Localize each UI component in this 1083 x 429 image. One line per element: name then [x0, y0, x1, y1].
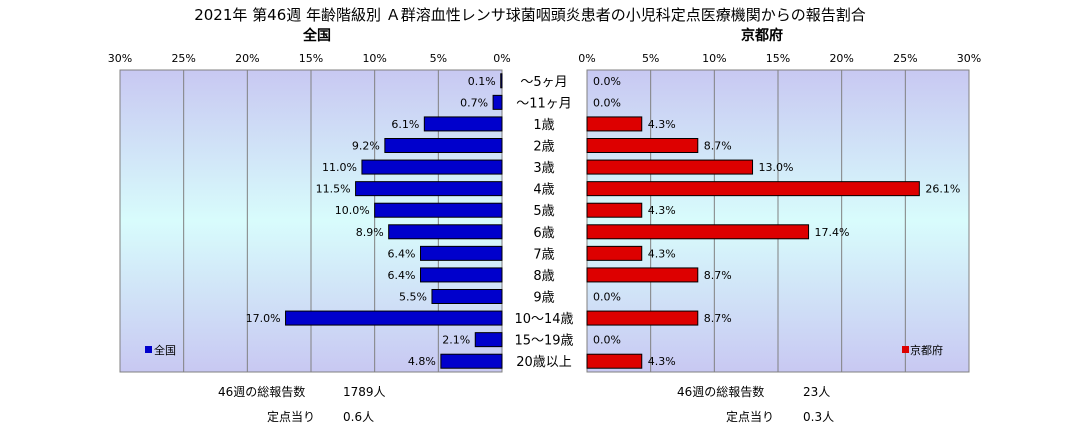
left-bar-data-label: 0.1%: [468, 75, 496, 88]
category-label: 5歳: [533, 204, 554, 219]
category-label: 6歳: [533, 226, 554, 241]
category-label: 〜5ヶ月: [520, 75, 567, 90]
left-x-tick-label: 5%: [430, 52, 447, 65]
left-bar-data-label: 10.0%: [335, 204, 370, 217]
right-bar-data-label: 4.3%: [648, 204, 676, 217]
category-label: 9歳: [533, 291, 554, 306]
right-bar-data-label: 8.7%: [704, 312, 732, 325]
left-bar-data-label: 0.7%: [460, 96, 488, 109]
right-bar: [586, 138, 699, 153]
chart-title: 2021年 第46週 年齢階級別 Ａ群溶血性レンサ球菌咽頭炎患者の小児科定点医療…: [194, 6, 866, 24]
left-bar: [431, 289, 503, 304]
right-bar-data-label: 0.0%: [593, 334, 621, 347]
right-bar-data-label: 8.7%: [704, 269, 732, 282]
right-bar-data-label: 0.0%: [593, 75, 621, 88]
category-label: 〜11ヶ月: [516, 96, 572, 111]
left-bar: [492, 94, 503, 110]
right-bar-data-label: 17.4%: [815, 226, 850, 239]
right-bar-data-label: 4.3%: [648, 118, 676, 131]
national-total-label: 46週の総報告数: [218, 385, 306, 399]
right-bar: [586, 159, 754, 175]
left-bar-data-label: 6.4%: [388, 247, 416, 260]
right-panel-title: 京都府: [741, 27, 783, 44]
left-bar: [285, 310, 503, 326]
category-label: 20歳以上: [516, 355, 572, 370]
right-legend-label: 京都府: [910, 343, 943, 357]
left-bar-data-label: 8.9%: [356, 226, 384, 239]
left-bar-data-label: 2.1%: [442, 334, 470, 347]
category-label: 3歳: [533, 161, 554, 176]
left-bar: [420, 245, 503, 261]
left-x-tick-label: 15%: [299, 52, 323, 65]
left-bar: [420, 267, 503, 283]
category-label: 2歳: [533, 140, 554, 155]
right-bar-data-label: 8.7%: [704, 140, 732, 153]
right-bar: [586, 224, 810, 240]
right-bar: [586, 267, 699, 283]
left-bar: [474, 332, 503, 348]
left-legend-swatch: [145, 346, 152, 353]
right-bar: [586, 116, 643, 132]
right-x-tick-label: 25%: [893, 52, 917, 65]
category-label: 10〜14歳: [514, 312, 573, 327]
category-label: 1歳: [533, 118, 554, 133]
left-bar-data-label: 6.1%: [391, 118, 419, 131]
right-x-tick-label: 30%: [957, 52, 981, 65]
category-label: 15〜19歳: [514, 334, 573, 349]
right-x-tick-label: 15%: [766, 52, 790, 65]
left-x-tick-label: 20%: [235, 52, 259, 65]
category-label: 4歳: [533, 183, 554, 198]
left-bar: [374, 202, 503, 218]
category-label: 8歳: [533, 269, 554, 284]
right-bar: [586, 202, 643, 218]
left-bar: [384, 138, 503, 153]
left-x-tick-label: 0%: [493, 52, 510, 65]
kyoto-total-label: 46週の総報告数: [677, 385, 765, 399]
right-x-tick-label: 0%: [578, 52, 595, 65]
left-bar-data-label: 6.4%: [388, 269, 416, 282]
kyoto-total-value: 23人: [803, 385, 831, 399]
left-bar-data-label: 11.5%: [316, 183, 351, 196]
right-bar: [586, 181, 920, 197]
left-bar-data-label: 4.8%: [408, 355, 436, 368]
category-label: 7歳: [533, 247, 554, 262]
left-bar: [388, 224, 503, 240]
right-bar-data-label: 0.0%: [593, 96, 621, 109]
right-x-tick-label: 10%: [702, 52, 726, 65]
right-bar: [586, 353, 643, 369]
left-x-tick-label: 30%: [108, 52, 132, 65]
left-bar: [361, 159, 503, 175]
left-panel-title: 全国: [302, 27, 331, 44]
right-legend-swatch: [902, 346, 909, 353]
right-bar-data-label: 4.3%: [648, 355, 676, 368]
right-x-tick-label: 5%: [642, 52, 659, 65]
kyoto-per-label: 定点当り: [726, 410, 775, 424]
left-bar-data-label: 9.2%: [352, 140, 380, 153]
left-bar: [500, 73, 503, 89]
right-bar-data-label: 0.0%: [593, 291, 621, 304]
left-bar-data-label: 17.0%: [246, 312, 281, 325]
right-bar: [586, 245, 643, 261]
left-legend-label: 全国: [154, 343, 176, 357]
left-bar: [355, 181, 503, 197]
left-x-tick-label: 25%: [171, 52, 195, 65]
left-bar-data-label: 5.5%: [399, 291, 427, 304]
right-bar-data-label: 13.0%: [759, 161, 794, 174]
national-total-value: 1789人: [343, 385, 386, 399]
left-bar-data-label: 11.0%: [322, 161, 357, 174]
kyoto-per-value: 0.3人: [803, 410, 835, 424]
right-bar: [586, 310, 699, 326]
right-x-tick-label: 20%: [829, 52, 853, 65]
national-per-value: 0.6人: [343, 410, 375, 424]
right-bar-data-label: 26.1%: [925, 183, 960, 196]
right-bar-data-label: 4.3%: [648, 247, 676, 260]
left-x-tick-label: 10%: [362, 52, 386, 65]
left-bar: [440, 353, 503, 369]
left-bar: [423, 116, 503, 132]
national-per-label: 定点当り: [267, 410, 316, 424]
